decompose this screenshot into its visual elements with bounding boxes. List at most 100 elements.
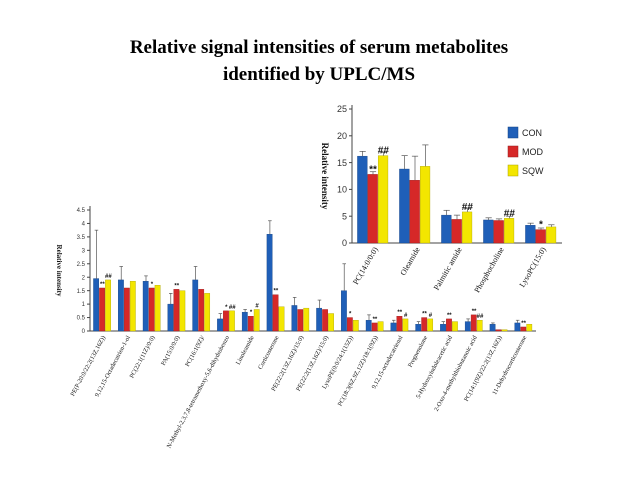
bar-sqw: [303, 307, 310, 332]
bar-con: [464, 321, 471, 332]
significance-marker: **: [273, 289, 278, 295]
bar-mod: [99, 287, 105, 332]
bar-con: [441, 214, 452, 244]
y-tick-label: 10: [337, 185, 347, 195]
bar-con: [415, 324, 422, 332]
bar-con: [525, 225, 536, 244]
significance-marker: **: [373, 317, 378, 323]
y-tick-label: 1.5: [77, 289, 86, 295]
bar-mod: [396, 316, 403, 332]
significance-marker: *: [539, 220, 543, 231]
category-label: PC(14:0/0:0): [351, 245, 380, 286]
bar-sqw: [229, 310, 235, 332]
y-tick-label: 4: [82, 222, 86, 228]
category-label: PC(16:1(9Z)/: [184, 334, 206, 367]
significance-marker: ##: [504, 208, 516, 219]
significance-marker: **: [447, 313, 452, 319]
bar-mod: [446, 318, 452, 332]
bar-mod: [535, 229, 546, 244]
bar-con: [167, 303, 174, 332]
bar-con: [266, 233, 273, 332]
slide-title-line-2: identified by UPLC/MS: [222, 64, 416, 85]
category-label: PC(22:1(11Z)/0:0): [128, 335, 156, 380]
category-label: PA(15:0/0:0): [160, 335, 182, 367]
bar-sqw: [129, 281, 136, 332]
bar-sqw: [204, 293, 211, 332]
y-tick-label: 3.5: [77, 235, 86, 241]
bar-mod: [223, 310, 229, 332]
bar-sqw: [377, 321, 384, 332]
significance-marker: #: [429, 313, 433, 319]
significance-marker: #: [255, 303, 259, 309]
y-tick-label: 3: [82, 248, 86, 254]
bar-con: [341, 290, 347, 332]
legend-label-mod: MOD: [522, 147, 543, 157]
bar-mod: [272, 294, 279, 332]
y-tick-label: 2: [82, 275, 86, 281]
bar-sqw: [328, 313, 334, 332]
bar-mod: [421, 317, 428, 332]
bar-mod: [409, 180, 420, 244]
legend-swatch-mod: [507, 145, 519, 158]
y-tick-label: 20: [337, 131, 347, 141]
bar-sqw: [427, 318, 434, 332]
bar-con: [399, 168, 410, 244]
significance-marker: ##: [378, 146, 390, 157]
bar-mod: [173, 289, 180, 332]
legend-label-con: CON: [522, 128, 542, 138]
significance-marker: **: [422, 312, 427, 318]
bar-mod: [123, 287, 130, 332]
bar-sqw: [545, 226, 557, 244]
bar-sqw: [526, 324, 533, 332]
bar-sqw: [452, 321, 458, 332]
bar-mod: [247, 316, 254, 332]
y-tick-label: 0: [82, 329, 86, 335]
slide-title: Relative signal intensities of serum met…: [0, 34, 638, 88]
category-label: Oleamide: [398, 245, 422, 277]
significance-marker: **: [369, 164, 377, 175]
category-label: LysoPC(15:0): [518, 245, 548, 289]
y-tick-label: 0: [342, 238, 347, 248]
bar-con: [357, 155, 368, 244]
category-label: Palmitic amide: [432, 245, 464, 292]
significance-marker: #: [404, 313, 408, 319]
bar-mod: [322, 309, 328, 332]
bar-mod: [371, 322, 378, 332]
bar-mod: [451, 219, 462, 244]
category-label: Linoleamide: [235, 334, 256, 366]
y-axis-label: Relative intensity: [55, 245, 63, 297]
significance-marker: **: [100, 282, 105, 288]
bar-sqw: [476, 320, 483, 332]
category-label: Corticosterone: [257, 334, 281, 370]
bar-con: [440, 324, 446, 332]
bar-mod: [297, 309, 304, 332]
bar-sqw: [253, 309, 260, 332]
y-tick-label: 25: [337, 104, 347, 114]
bar-mod: [493, 220, 504, 244]
bar-sqw: [377, 155, 389, 244]
category-label: Pregnenolone: [407, 334, 430, 368]
y-axis-label: Relative intensity: [320, 143, 330, 210]
slide-title-line-1: Relative signal intensities of serum met…: [129, 37, 509, 58]
category-label: 2-Oxo-4-methylthiobutanoic acid: [433, 334, 479, 413]
bar-con: [483, 219, 494, 244]
bar-sqw: [402, 318, 409, 332]
bar-sqw: [105, 279, 111, 332]
bar-con: [217, 318, 223, 332]
legend-label-sqw: SQW: [522, 166, 544, 176]
bar-mod: [198, 289, 205, 332]
bar-mod: [148, 287, 155, 332]
significance-marker: *: [250, 310, 253, 316]
y-tick-label: 2.5: [77, 262, 86, 268]
bar-sqw: [419, 166, 431, 244]
significance-marker: **: [521, 321, 526, 327]
bar-con: [93, 278, 100, 332]
significance-marker: ##: [105, 274, 112, 280]
bar-con: [316, 307, 323, 332]
significance-marker: *: [151, 282, 154, 288]
bar-con: [118, 279, 124, 332]
bar-con: [489, 324, 496, 332]
bar-con: [514, 322, 521, 332]
